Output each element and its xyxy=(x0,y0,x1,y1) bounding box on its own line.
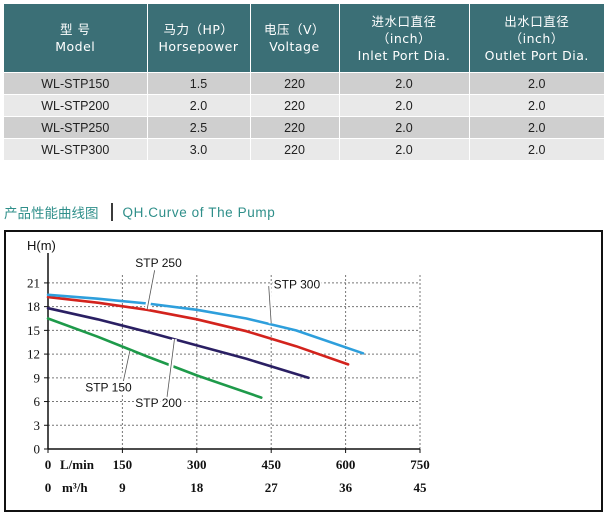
cell-outlet: 2.0 xyxy=(469,138,604,160)
section-divider xyxy=(110,203,113,221)
cell-voltage: 220 xyxy=(250,72,340,95)
cell-outlet: 2.0 xyxy=(469,94,604,117)
cell-inlet: 2.0 xyxy=(339,72,470,95)
header-inlet-sub: （inch） xyxy=(376,30,432,46)
header-voltage-cn: 电压（V） xyxy=(263,22,326,37)
leader-stp250 xyxy=(146,270,156,310)
x-axis-label: L/min xyxy=(60,457,95,472)
y-axis-label: H(m) xyxy=(27,238,56,253)
table-row: WL-STP300 3.0 220 2.0 2.0 xyxy=(4,138,604,160)
header-model: 型 号 Model xyxy=(4,4,148,73)
x-tick-label-secondary: 45 xyxy=(414,480,428,495)
x-tick-label: 300 xyxy=(187,457,207,472)
cell-model: WL-STP300 xyxy=(4,138,148,160)
series-label-stp-250: STP 250 xyxy=(135,256,182,270)
series-line-stp-300 xyxy=(46,293,365,355)
header-model-en: Model xyxy=(55,39,96,54)
y-tick-label: 9 xyxy=(34,370,41,385)
header-horsepower: 马力（HP） Horsepower xyxy=(147,4,251,73)
header-voltage: 电压（V） Voltage xyxy=(250,4,340,73)
x-tick-label: 450 xyxy=(261,457,281,472)
header-horsepower-cn: 马力（HP） xyxy=(163,22,234,37)
y-tick-label: 15 xyxy=(27,323,40,338)
series-line-stp-250 xyxy=(46,295,350,366)
cell-outlet: 2.0 xyxy=(469,116,604,139)
header-model-cn: 型 号 xyxy=(60,22,91,37)
cell-hp: 2.5 xyxy=(147,116,251,139)
x-tick-label-secondary: 18 xyxy=(190,480,204,495)
series-line-stp-200 xyxy=(46,306,310,380)
series-label-stp-150: STP 150 xyxy=(85,380,132,394)
y-tick-label: 3 xyxy=(34,418,41,433)
x-tick-label: 150 xyxy=(113,457,133,472)
cell-hp: 2.0 xyxy=(147,94,251,117)
table-row: WL-STP250 2.5 220 2.0 2.0 xyxy=(4,116,604,139)
header-outlet-en: Outlet Port Dia. xyxy=(484,47,589,63)
cell-outlet: 2.0 xyxy=(469,72,604,95)
cell-hp: 1.5 xyxy=(147,72,251,95)
y-tick-label: 21 xyxy=(27,275,40,290)
x-tick-label-secondary: 27 xyxy=(265,480,279,495)
x-tick-label-secondary: 36 xyxy=(339,480,353,495)
y-tick-label: 6 xyxy=(34,394,41,409)
cell-model: WL-STP200 xyxy=(4,94,148,117)
cell-inlet: 2.0 xyxy=(339,94,470,117)
section-title-en: QH.Curve of The Pump xyxy=(122,204,276,220)
y-tick-label: 0 xyxy=(34,442,41,457)
header-inlet-cn: 进水口直径 xyxy=(371,13,437,29)
table-header-row: 型 号 Model 马力（HP） Horsepower 电压（V） Voltag… xyxy=(4,4,604,73)
header-voltage-en: Voltage xyxy=(269,39,320,54)
chart-series xyxy=(46,293,365,399)
x-axis-label-secondary: m³/h xyxy=(62,480,88,495)
cell-model: WL-STP150 xyxy=(4,72,148,95)
header-outlet: 出水口直径 （inch） Outlet Port Dia. xyxy=(469,4,604,73)
cell-voltage: 220 xyxy=(250,94,340,117)
header-outlet-cn: 出水口直径 xyxy=(504,13,570,29)
cell-inlet: 2.0 xyxy=(339,116,470,139)
chart-frame xyxy=(4,230,603,512)
table-row: WL-STP150 1.5 220 2.0 2.0 xyxy=(4,72,604,95)
header-inlet-en: Inlet Port Dia. xyxy=(357,47,451,63)
cell-voltage: 220 xyxy=(250,116,340,139)
leader-stp200 xyxy=(165,339,175,405)
section-header: 产品性能曲线图 QH.Curve of The Pump xyxy=(4,202,275,222)
cell-hp: 3.0 xyxy=(147,138,251,160)
series-label-stp-300: STP 300 xyxy=(274,277,321,291)
x-tick-label: 0 xyxy=(45,457,52,472)
y-tick-label: 18 xyxy=(27,299,40,314)
y-tick-label: 12 xyxy=(27,347,40,362)
chart-grid xyxy=(48,275,421,449)
series-line-stp-150 xyxy=(46,317,263,399)
leader-stp300 xyxy=(268,286,272,324)
cell-inlet: 2.0 xyxy=(339,138,470,160)
x-tick-label: 600 xyxy=(336,457,356,472)
x-tick-label-secondary: 9 xyxy=(119,480,126,495)
series-label-stp-200: STP 200 xyxy=(135,396,182,410)
header-outlet-sub: （inch） xyxy=(509,30,564,46)
header-inlet: 进水口直径 （inch） Inlet Port Dia. xyxy=(339,4,470,73)
cell-voltage: 220 xyxy=(250,138,340,160)
spec-table: 型 号 Model 马力（HP） Horsepower 电压（V） Voltag… xyxy=(4,4,604,160)
header-horsepower-en: Horsepower xyxy=(158,39,239,54)
cell-model: WL-STP250 xyxy=(4,116,148,139)
table-row: WL-STP200 2.0 220 2.0 2.0 xyxy=(4,94,604,117)
leader-stp150 xyxy=(122,350,131,386)
section-title-cn: 产品性能曲线图 xyxy=(4,206,99,222)
x-tick-label: 750 xyxy=(410,457,430,472)
x-tick-label-secondary: 0 xyxy=(45,480,52,495)
